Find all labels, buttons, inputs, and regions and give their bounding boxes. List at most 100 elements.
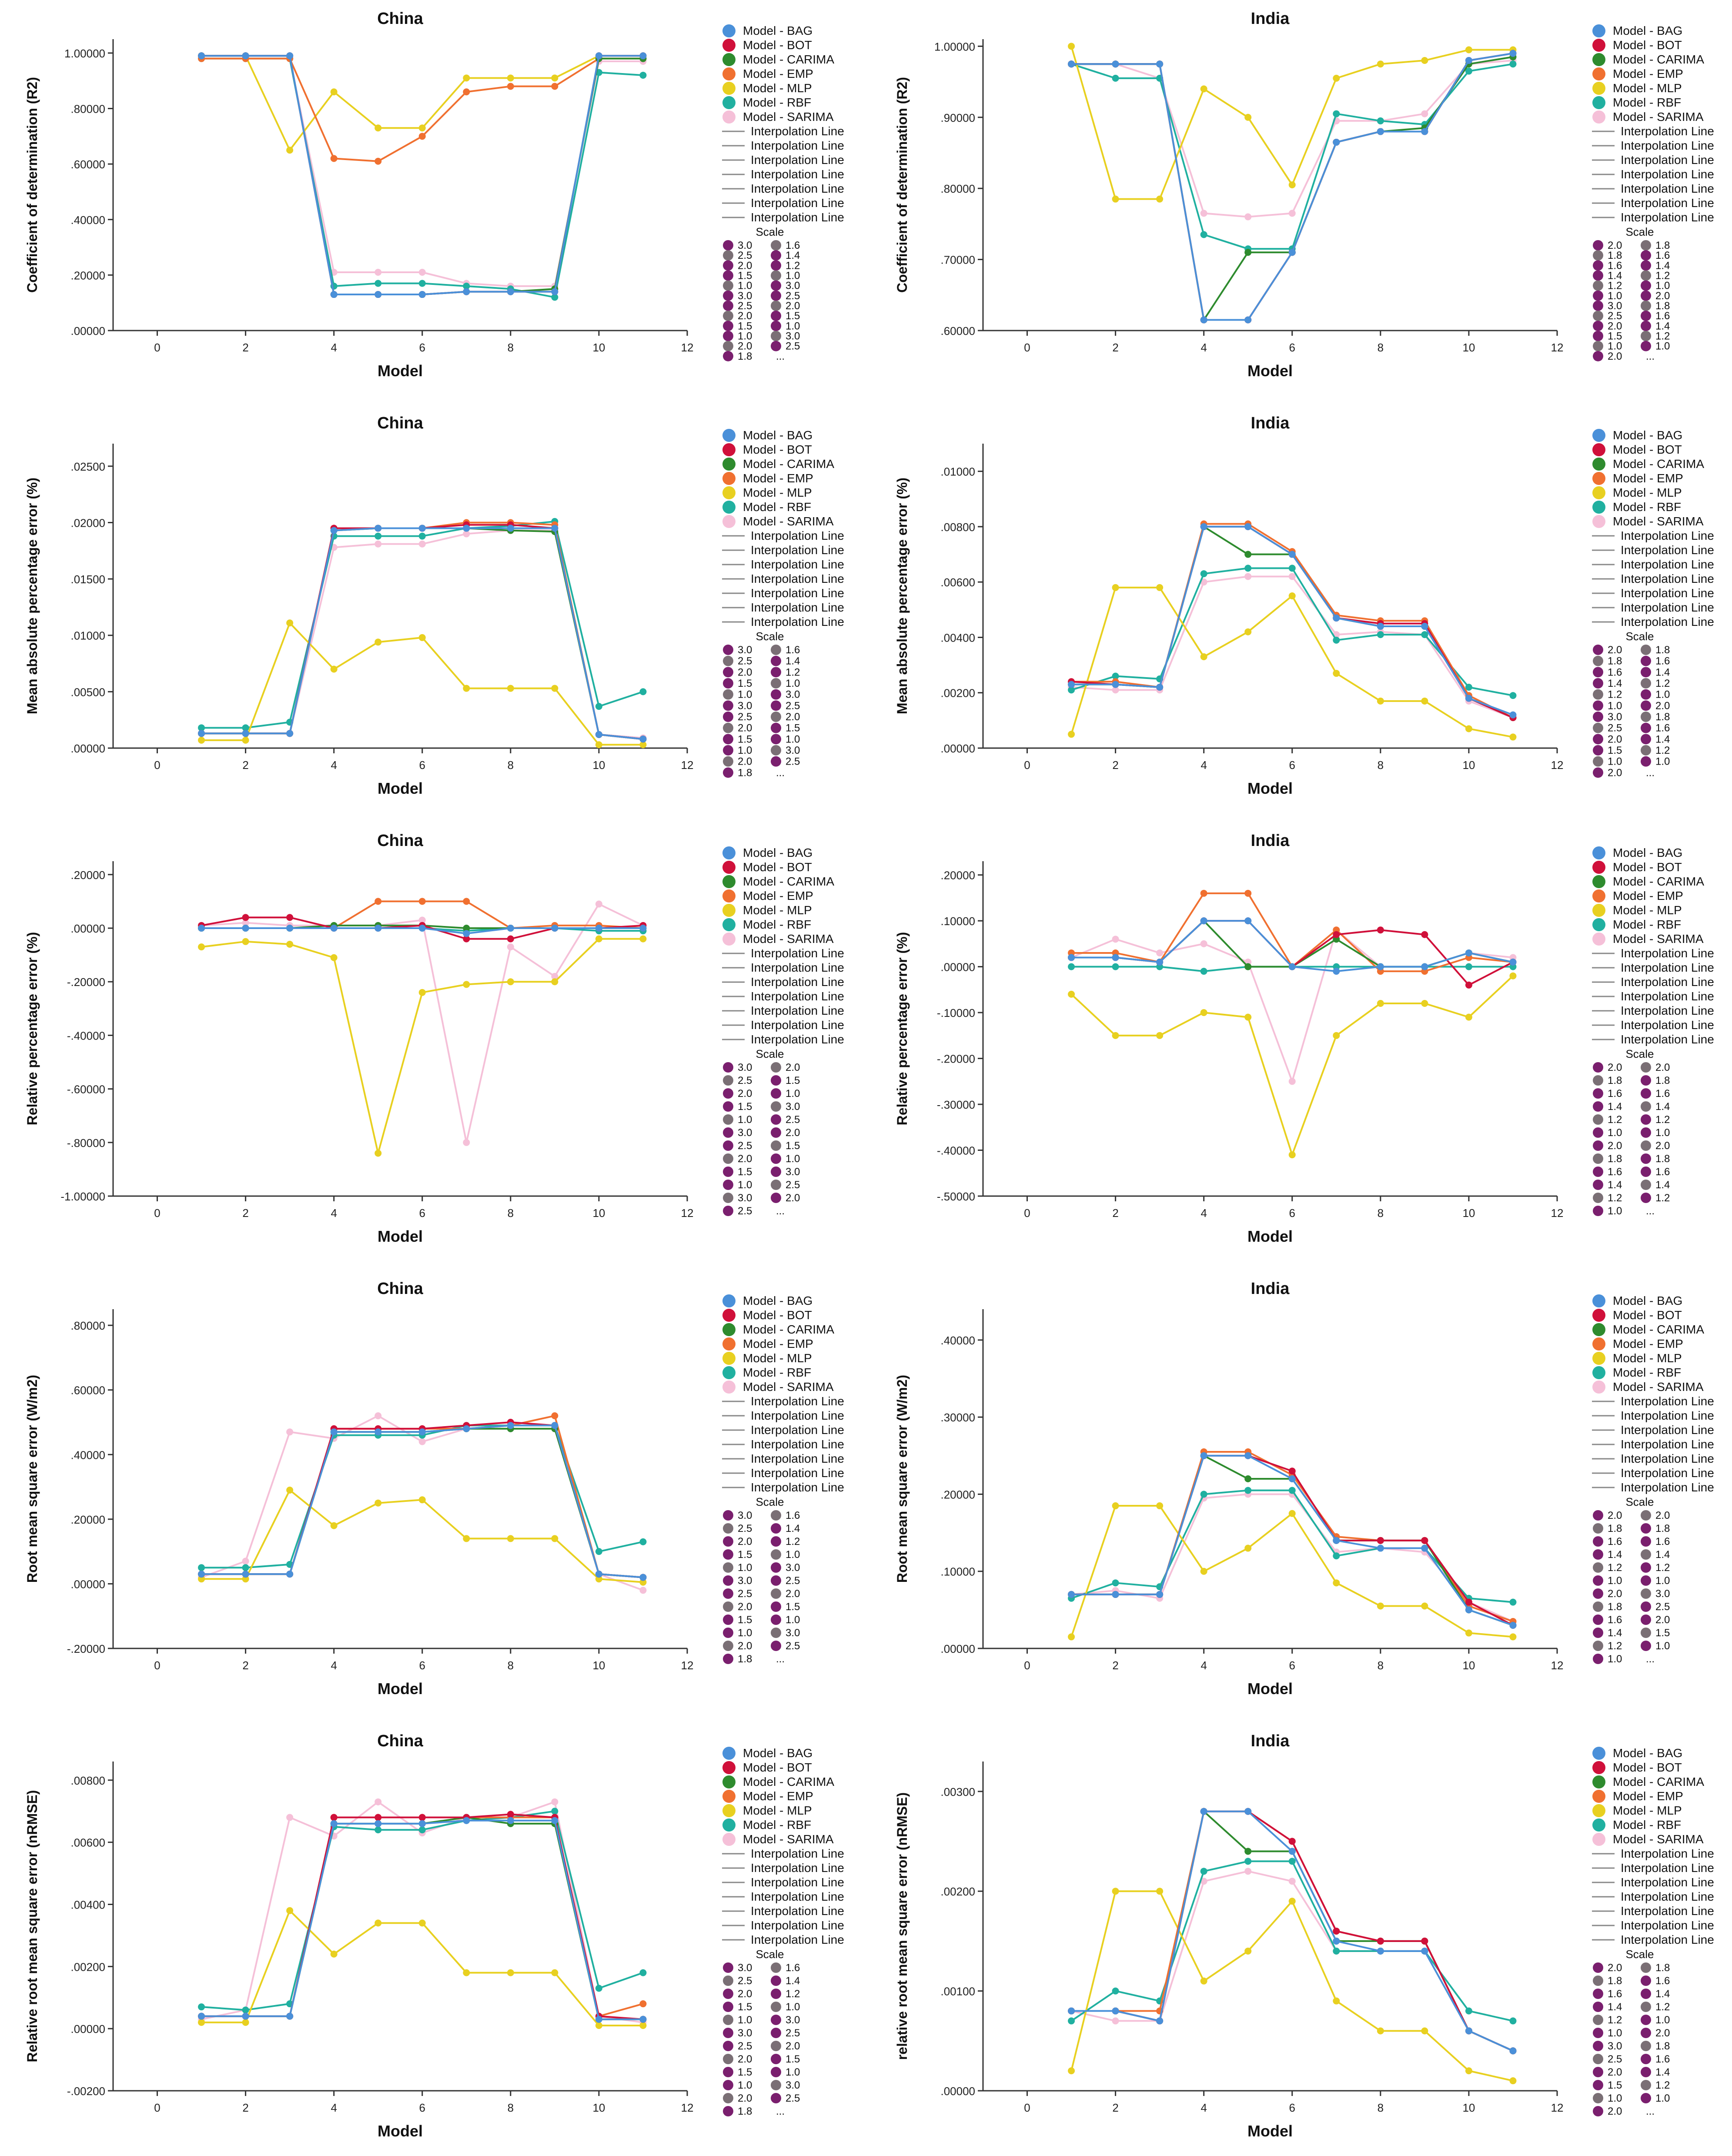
scale-marker (1593, 1075, 1603, 1086)
scale-label: 1.5 (786, 310, 800, 322)
scale-label: 1.0 (1655, 1640, 1670, 1652)
data-point-sarima (1288, 573, 1296, 580)
data-point-sarima (1200, 940, 1207, 947)
x-tick-label: 10 (1462, 341, 1475, 354)
scale-label: 1.6 (1608, 1614, 1622, 1626)
scale-label: 2.0 (786, 1127, 800, 1139)
scale-label: 1.4 (1655, 1101, 1670, 1113)
scale-marker (723, 2080, 733, 2090)
scale-label: 1.2 (1655, 2079, 1670, 2091)
scale-label: 1.6 (786, 1510, 800, 1521)
scale-marker (771, 1062, 781, 1073)
data-point-rbf (1288, 1487, 1296, 1494)
data-point-bag (374, 925, 382, 932)
data-point-bag (1377, 623, 1384, 630)
scale-label: 3.0 (786, 1562, 800, 1574)
data-point-rbf (1509, 692, 1517, 699)
x-tick-label: 12 (681, 759, 694, 772)
y-tick-label: .40000 (70, 1448, 105, 1461)
data-point-mlp (595, 1575, 602, 1583)
x-axis-label: Model (378, 2122, 423, 2140)
legend-label-carima: Model - CARIMA (1613, 875, 1704, 888)
data-point-rbf (639, 1969, 647, 1976)
scale-label: 2.0 (1655, 1614, 1670, 1626)
legend-interpolation-label: Interpolation Line (1621, 211, 1714, 224)
data-point-rbf (418, 1826, 426, 1834)
scale-label: ... (776, 351, 785, 362)
data-point-mlp (1068, 1633, 1075, 1641)
scale-label: 2.0 (1608, 767, 1622, 779)
data-point-mlp (1333, 1579, 1340, 1587)
data-point-bag (418, 1820, 426, 1827)
legend-marker-bag (1592, 429, 1605, 442)
scale-label: 1.8 (1608, 1601, 1622, 1613)
scale-label: 1.6 (1608, 666, 1622, 678)
scale-label: 2.5 (786, 1640, 800, 1652)
legend-interpolation-label: Interpolation Line (1621, 961, 1714, 974)
x-tick-label: 8 (508, 759, 514, 772)
x-tick-label: 4 (331, 1207, 337, 1220)
scale-marker (771, 260, 781, 271)
legend-interpolation-label: Interpolation Line (1621, 946, 1714, 960)
scale-marker (1641, 250, 1651, 261)
x-tick-label: 12 (1551, 341, 1564, 354)
chart-panel-india-4: India .00000 .10000 .20000 .30000 .40000 0 2 4 6 8… (894, 1280, 1714, 1698)
scale-label: 2.0 (1608, 351, 1622, 362)
data-point-bag (1333, 614, 1340, 622)
data-point-bot (507, 1811, 514, 1818)
scale-label: 1.2 (1655, 745, 1670, 756)
scale-marker (1593, 756, 1603, 767)
data-point-bag (198, 925, 205, 932)
legend-interpolation-label: Interpolation Line (751, 124, 844, 138)
scale-marker (1641, 1628, 1651, 1638)
scale-marker (771, 1989, 781, 1999)
x-tick-label: 0 (154, 341, 160, 354)
scale-label: 3.0 (1608, 2040, 1622, 2052)
legend-interpolation-label: Interpolation Line (751, 182, 844, 195)
data-point-bag (507, 525, 514, 532)
legend-interpolation-label: Interpolation Line (1621, 1466, 1714, 1480)
x-tick-label: 4 (1200, 1207, 1207, 1220)
scale-marker (723, 1654, 733, 1664)
scale-marker (1593, 2041, 1603, 2051)
scale-marker (723, 1989, 733, 1999)
data-point-mlp (463, 685, 470, 692)
legend-label-bot: Model - BOT (1613, 1761, 1682, 1774)
scale-label: 2.0 (1655, 1062, 1670, 1073)
scale-marker (771, 1549, 781, 1560)
data-point-rbf (1244, 1487, 1252, 1494)
scale-marker (723, 1062, 733, 1073)
scale-marker (723, 1536, 733, 1547)
data-point-bag (1465, 57, 1472, 64)
legend-interpolation-label: Interpolation Line (1621, 182, 1714, 195)
scale-label: 1.4 (1655, 733, 1670, 745)
data-point-bag (1421, 128, 1428, 135)
data-point-rbf (1377, 117, 1384, 124)
scale-label: 2.0 (1608, 1140, 1622, 1152)
scale-marker (771, 270, 781, 281)
scale-marker (1593, 280, 1603, 291)
scale-marker (1593, 1510, 1603, 1521)
x-tick-label: 10 (592, 1659, 605, 1672)
data-point-mlp (507, 74, 514, 82)
y-tick-label: .60000 (70, 1384, 105, 1397)
scale-label: 1.6 (1608, 1088, 1622, 1100)
data-point-mlp (1377, 697, 1384, 705)
scale-label: 1.6 (1608, 1166, 1622, 1178)
legend-marker-mlp (722, 82, 736, 95)
data-point-bag (1244, 316, 1252, 324)
scale-label: 1.4 (1608, 1549, 1622, 1561)
x-tick-label: 2 (242, 341, 248, 354)
scale-label: 1.2 (1655, 1562, 1670, 1574)
legend-marker-bot (722, 861, 736, 874)
data-point-sarima (242, 1558, 249, 1565)
data-point-sarima (1200, 210, 1207, 217)
y-tick-label: .00000 (940, 1642, 975, 1655)
scale-marker (1593, 712, 1603, 722)
legend-marker-mlp (722, 1352, 736, 1365)
scale-label: 3.0 (738, 1510, 752, 1521)
legend-marker-rbf (722, 1366, 736, 1379)
legend-interpolation-label: Interpolation Line (1621, 529, 1714, 542)
scale-label: 1.0 (1608, 2027, 1622, 2039)
scale-label: 1.5 (738, 1614, 752, 1626)
